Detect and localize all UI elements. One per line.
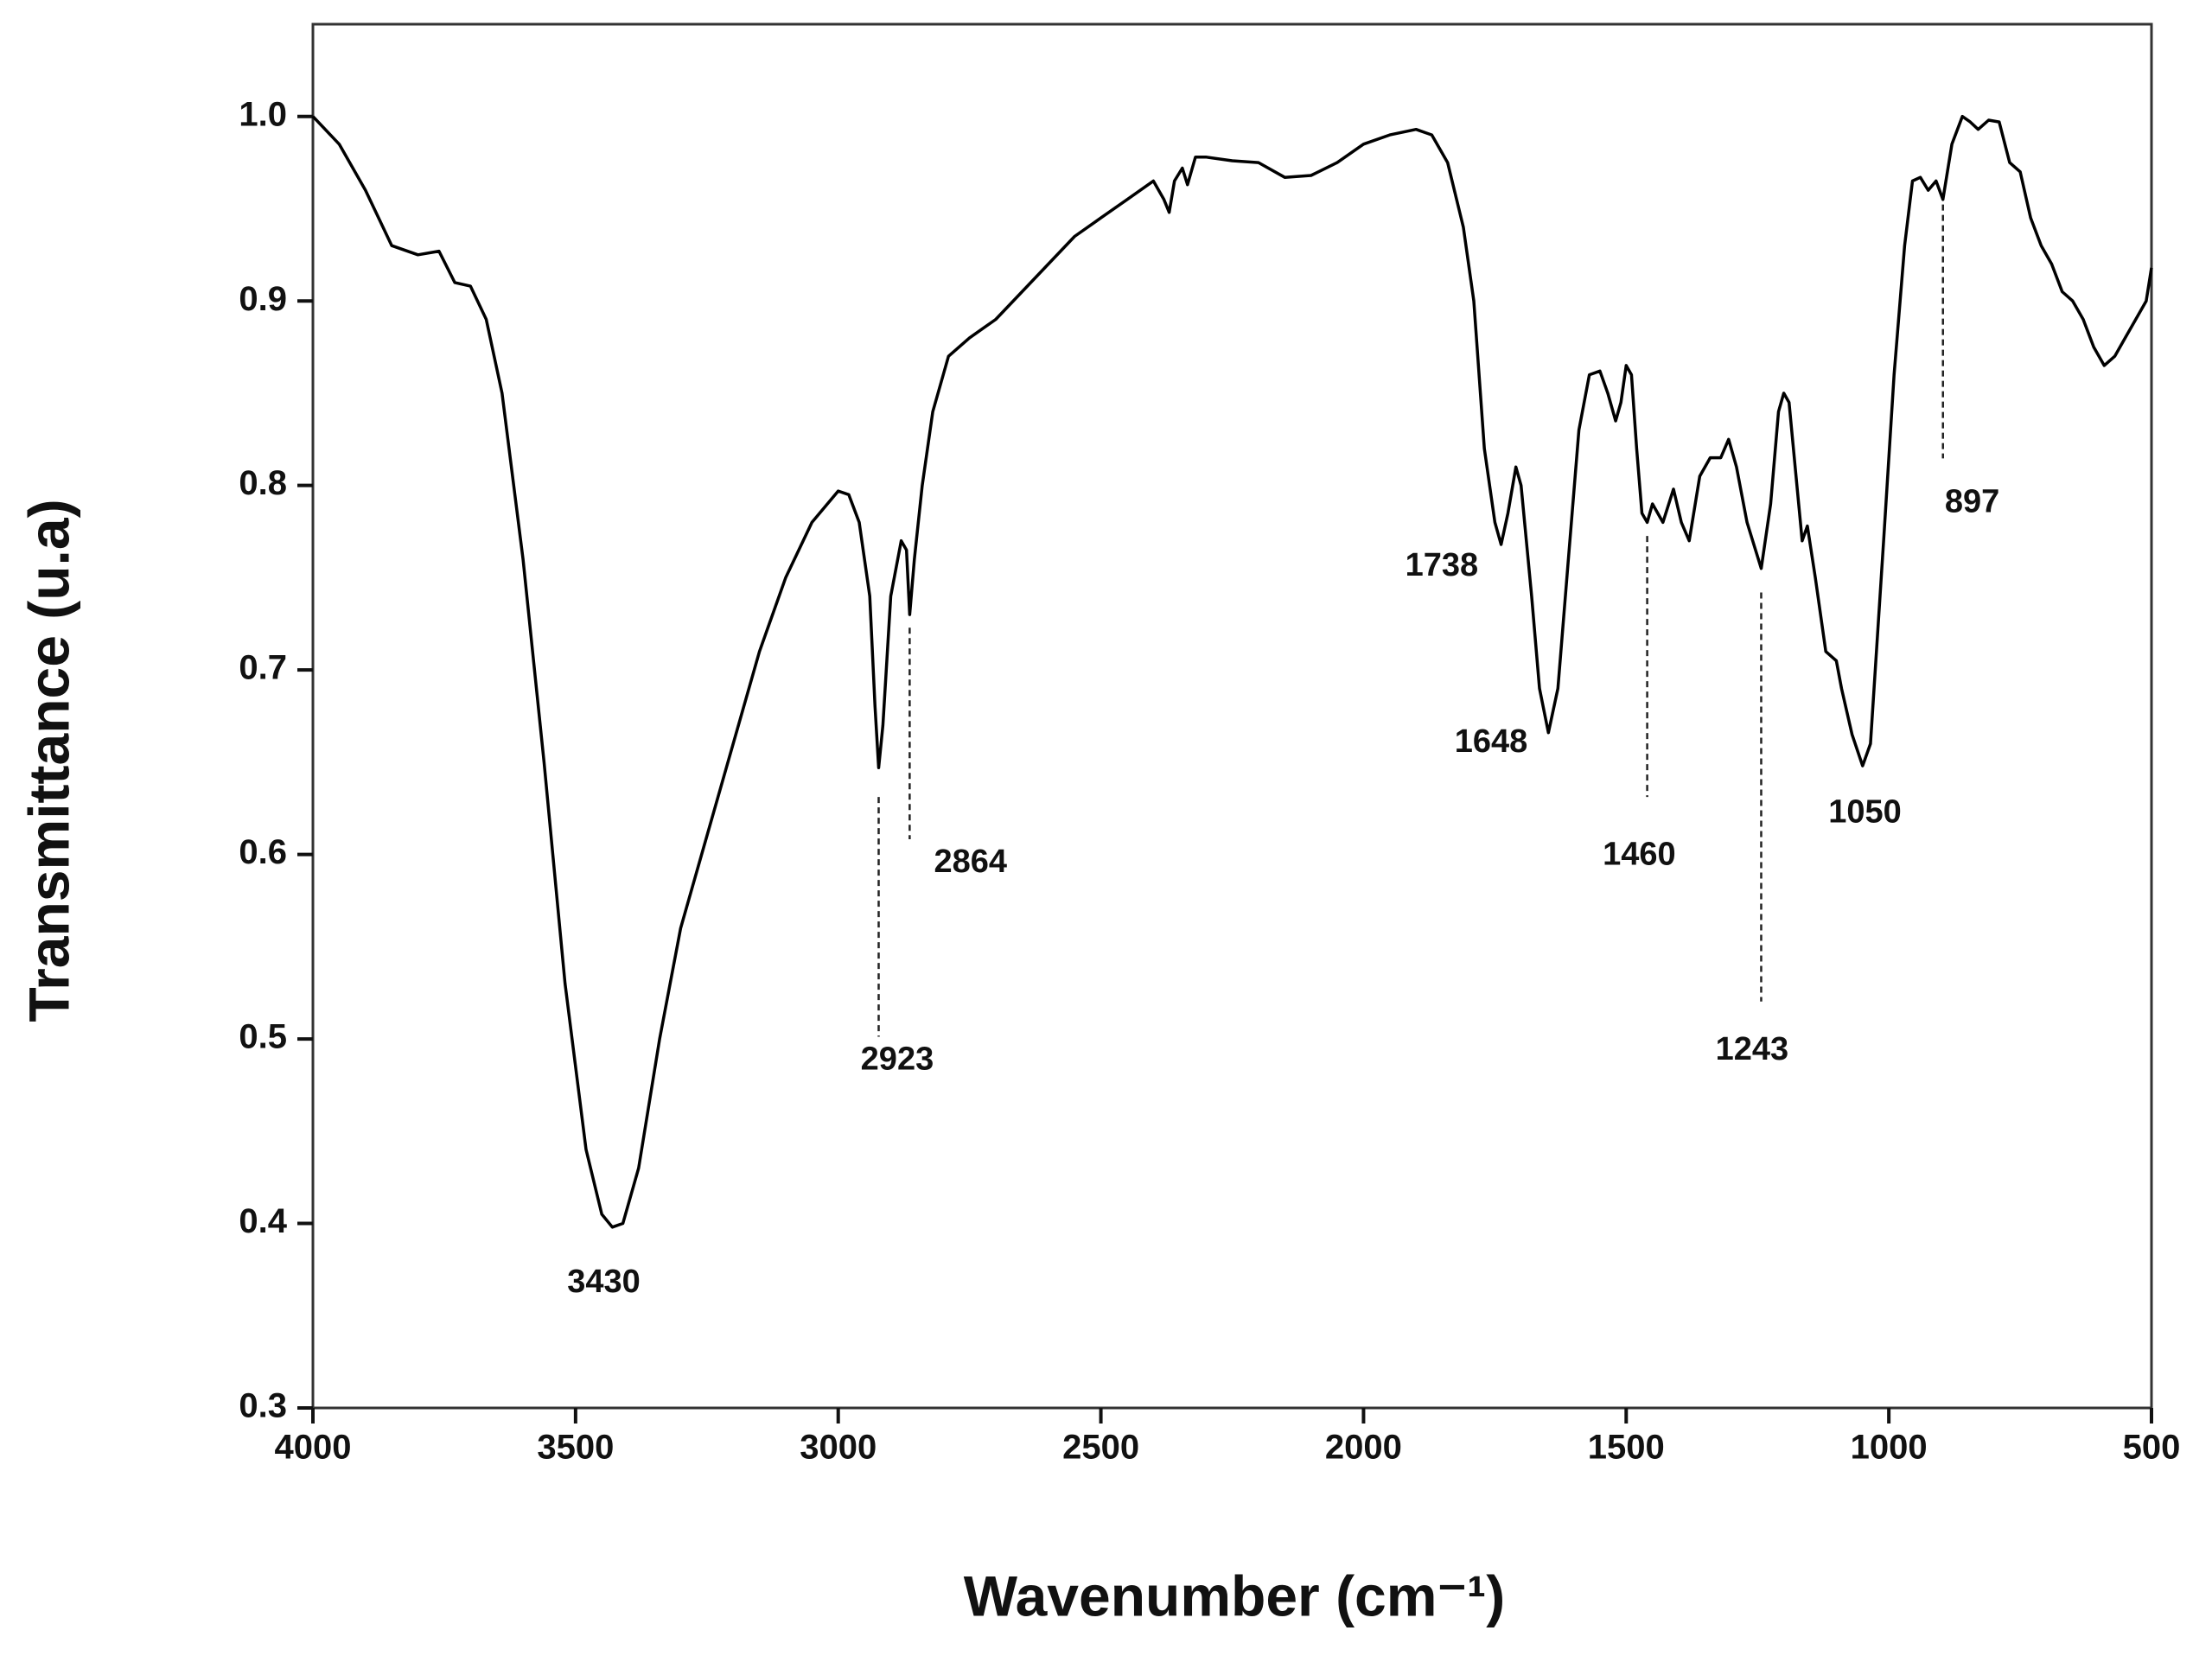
x-tick-label: 2500 xyxy=(1062,1429,1139,1467)
peak-label: 1648 xyxy=(1455,723,1528,760)
peak-label: 3430 xyxy=(567,1264,641,1300)
peak-label: 1243 xyxy=(1716,1031,1789,1067)
x-tick-label: 3000 xyxy=(800,1429,877,1467)
spectrum-line xyxy=(311,114,2153,1229)
peak-label: 2923 xyxy=(861,1041,934,1077)
plot-frame xyxy=(311,22,2153,1410)
peak-label: 1460 xyxy=(1603,837,1676,873)
x-tick-label: 500 xyxy=(2123,1429,2181,1467)
x-tick-label: 3500 xyxy=(537,1429,614,1467)
peak-label: 2864 xyxy=(934,844,1008,880)
y-tick-label: 0.9 xyxy=(239,280,287,318)
peak-label: 897 xyxy=(1945,484,1999,520)
x-tick-label: 4000 xyxy=(275,1429,352,1467)
x-tick-label: 2000 xyxy=(1325,1429,1402,1467)
x-tick-label: 1000 xyxy=(1851,1429,1928,1467)
y-axis-title: Transmittance (u.a) xyxy=(16,499,80,1022)
y-tick-label: 0.3 xyxy=(239,1387,287,1425)
y-tick-label: 0.8 xyxy=(239,464,287,502)
y-tick-label: 1.0 xyxy=(239,95,287,133)
y-tick-label: 0.7 xyxy=(239,649,287,687)
y-tick-label: 0.4 xyxy=(239,1202,287,1240)
x-tick-label: 1500 xyxy=(1588,1429,1665,1467)
y-tick-label: 0.6 xyxy=(239,833,287,871)
x-axis-title: Wavenumber (cm⁻¹) xyxy=(964,1564,1505,1627)
peak-label: 1050 xyxy=(1828,794,1902,831)
y-tick-label: 0.5 xyxy=(239,1018,287,1056)
peak-label: 1738 xyxy=(1406,547,1479,583)
